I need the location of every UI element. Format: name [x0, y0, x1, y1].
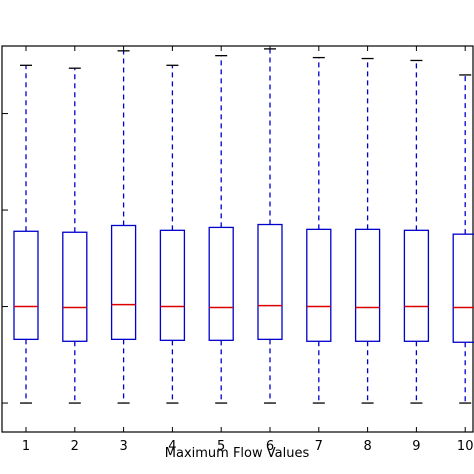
- x-tick-label-6: 6: [266, 439, 274, 454]
- box-4: [159, 229, 186, 341]
- x-tick-label-5: 5: [217, 439, 225, 454]
- box-1: [13, 230, 39, 341]
- x-axis-label: Maximum Flow Values: [165, 446, 310, 461]
- x-tick-label-9: 9: [412, 439, 420, 454]
- x-tick-label-2: 2: [71, 439, 79, 454]
- box-5: [208, 226, 234, 341]
- x-tick-labels: 1 2 3 4 5 6 7 8 9 10: [22, 439, 474, 454]
- box-8: [354, 228, 381, 342]
- box-6: [257, 223, 283, 341]
- plot-frame: [1, 45, 474, 433]
- x-tick-label-4: 4: [168, 439, 176, 454]
- plot-area: [1, 45, 474, 433]
- x-tick-label-7: 7: [315, 439, 323, 454]
- x-tick-label-1: 1: [22, 439, 30, 454]
- box-2: [62, 231, 88, 342]
- x-tick-label-10: 10: [457, 439, 474, 454]
- box-3: [110, 224, 137, 341]
- box-10: [452, 233, 474, 343]
- x-tick-label-8: 8: [363, 439, 371, 454]
- box-9: [403, 229, 430, 342]
- box-7: [306, 228, 332, 342]
- x-tick-label-3: 3: [119, 439, 127, 454]
